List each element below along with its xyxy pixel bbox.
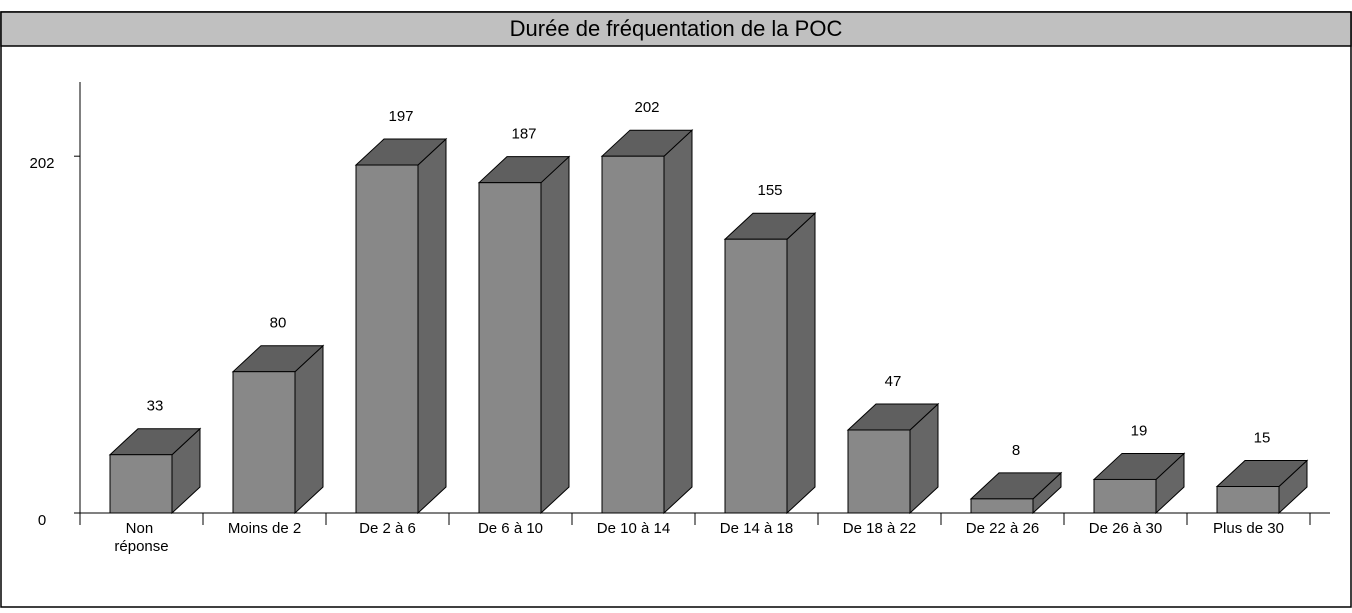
bar-side	[417, 137, 447, 515]
value-label: 80	[270, 315, 287, 332]
value-label: 202	[634, 99, 659, 116]
bar	[847, 429, 911, 514]
value-label: 187	[511, 126, 536, 143]
value-label: 8	[1012, 442, 1020, 459]
bar	[478, 182, 542, 514]
value-label: 19	[1131, 422, 1148, 439]
x-tick-label: De 2 à 6	[359, 520, 416, 537]
bar	[1216, 486, 1280, 514]
value-label: 197	[388, 108, 413, 125]
bar	[970, 498, 1034, 514]
bar	[232, 371, 296, 514]
bar-side	[540, 155, 570, 515]
value-label: 15	[1254, 429, 1271, 446]
bar-side	[294, 344, 324, 515]
value-label: 47	[885, 373, 902, 390]
chart-title: Durée de fréquentation de la POC	[510, 16, 843, 41]
y-tick-label: 0	[38, 512, 46, 529]
x-tick-label: De 14 à 18	[720, 520, 793, 537]
bar	[355, 164, 419, 514]
title-bar	[0, 11, 1352, 47]
x-tick-label: Moins de 2	[228, 520, 301, 537]
value-label: 33	[147, 398, 164, 415]
bar	[724, 238, 788, 514]
value-label: 155	[757, 182, 782, 199]
x-tick-label: De 6 à 10	[478, 520, 543, 537]
x-tick-label: De 26 à 30	[1089, 520, 1162, 537]
bar	[109, 454, 173, 514]
x-tick-label: Plus de 30	[1213, 520, 1284, 537]
x-tick-label: Non réponse	[114, 520, 168, 555]
bar	[1093, 478, 1157, 514]
x-tick-label: De 22 à 26	[966, 520, 1039, 537]
x-tick-label: De 18 à 22	[843, 520, 916, 537]
y-tick-label: 202	[29, 155, 54, 172]
bar-side	[663, 129, 693, 515]
x-tick-label: De 10 à 14	[597, 520, 670, 537]
bar	[601, 155, 665, 514]
bar-side	[786, 212, 816, 515]
